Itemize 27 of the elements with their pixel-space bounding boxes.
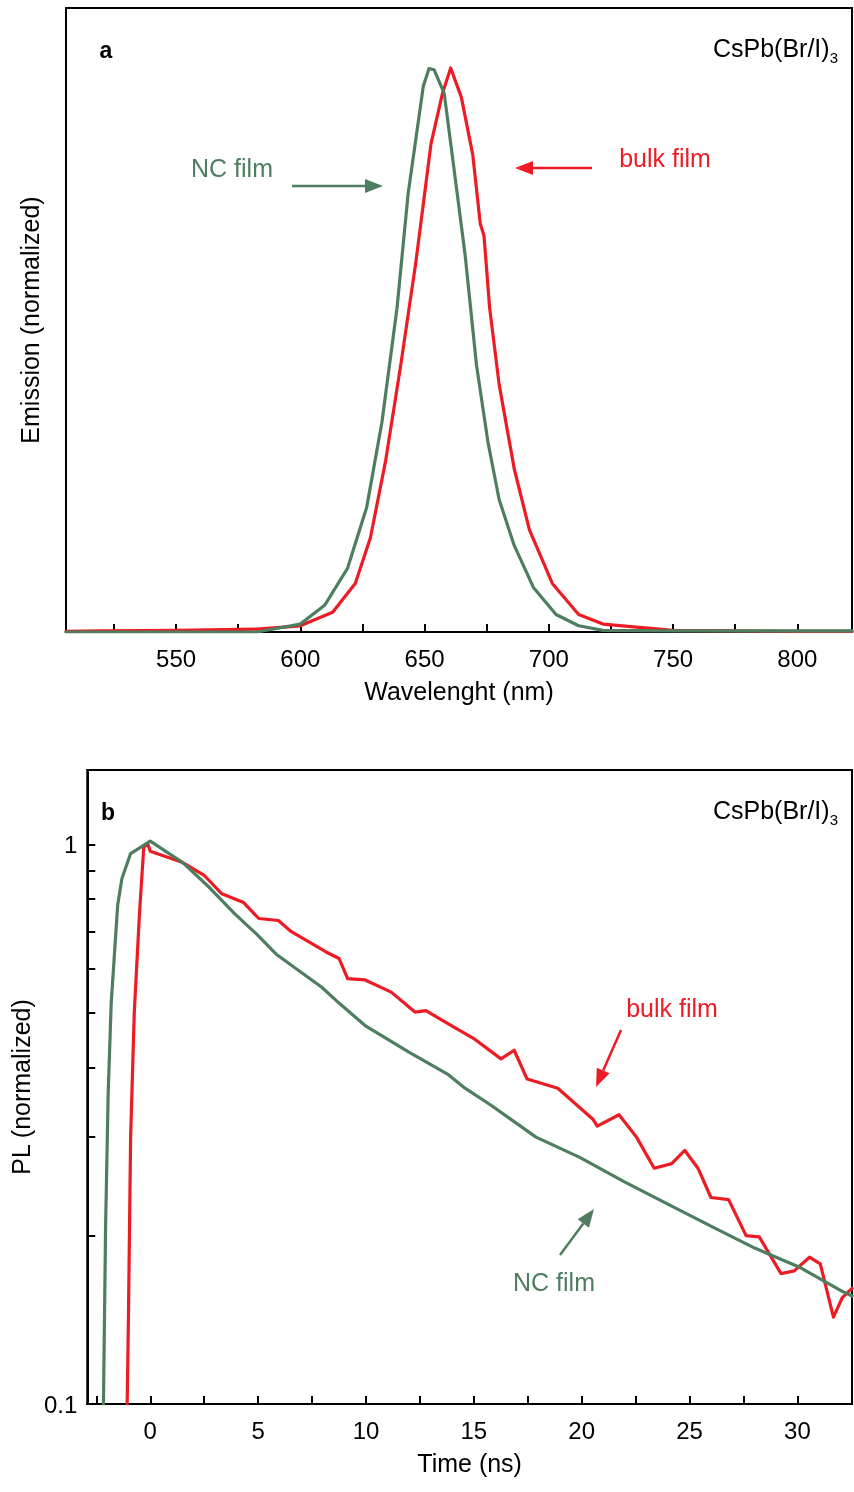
x-tick-label: 20 [568, 1416, 596, 1444]
text: a [99, 36, 113, 63]
legend-label: NC film [513, 1267, 595, 1296]
legend-label: bulk film [619, 143, 711, 172]
x-tick-label: 10 [352, 1416, 380, 1444]
x-tick-label: 25 [676, 1416, 703, 1444]
x-tick-label: 750 [653, 644, 694, 672]
text: NC film [191, 153, 273, 182]
x-tick-label: 700 [528, 644, 569, 672]
annotation: b [100, 798, 116, 825]
x-tick-label: 15 [460, 1416, 488, 1444]
x-tick-label: 550 [156, 644, 197, 672]
x-tick-label: 5 [251, 1416, 265, 1444]
text: bulk film [626, 993, 718, 1022]
x-tick-label: 30 [784, 1416, 811, 1444]
y-axis-title: PL (normalized) [6, 999, 35, 1175]
annotation: CsPb(Br/I)$_{3}$ [712, 795, 838, 828]
y-axis-title: Emission (normalized) [15, 196, 44, 444]
x-tick-label: 800 [777, 644, 818, 672]
x-tick-label: 650 [404, 644, 445, 672]
x-axis-title: Wavelenght (nm) [364, 676, 554, 705]
text: CsPb(Br/I)$_{3}$ [712, 33, 838, 66]
y-tick-label: 1 [63, 831, 78, 859]
y-tick-label: 0.1 [43, 1390, 78, 1418]
x-tick-label: 600 [280, 644, 321, 672]
x-tick-label: 0 [143, 1416, 157, 1444]
x-axis-title: Time (ns) [417, 1448, 522, 1477]
